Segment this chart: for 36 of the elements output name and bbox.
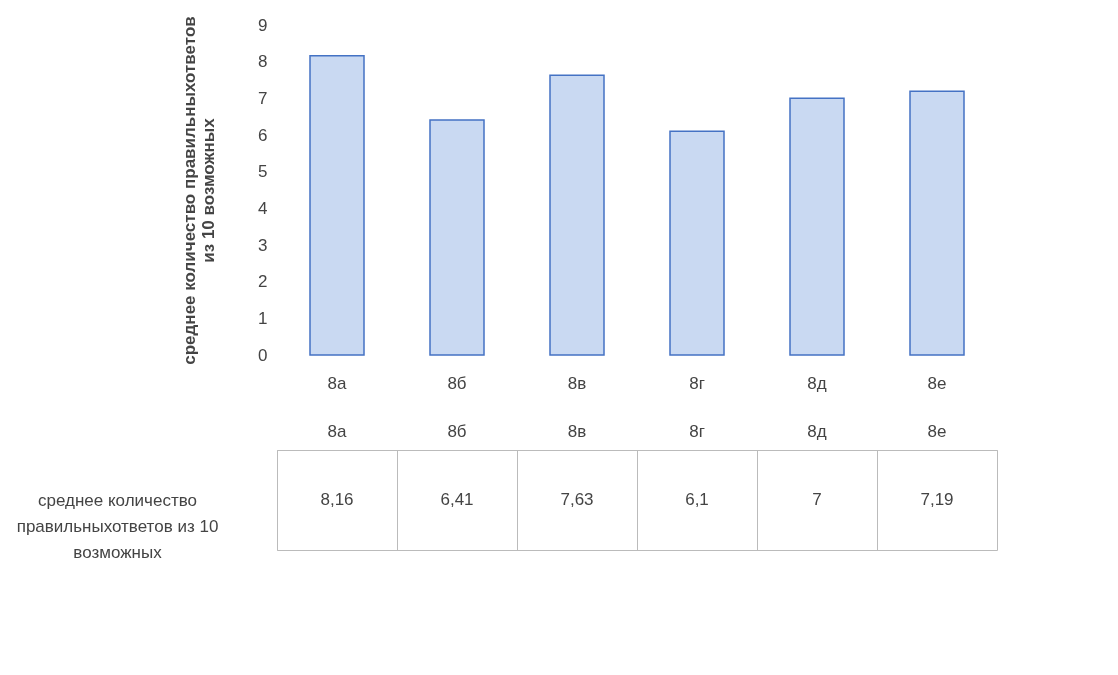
y-tick-label: 4: [258, 198, 268, 218]
category-label: 8е: [927, 421, 947, 441]
y-tick-label: 8: [258, 52, 268, 72]
y-tick-label: 3: [258, 235, 268, 255]
data-label: 6,41: [440, 490, 474, 509]
data-label: 7,19: [920, 490, 954, 509]
y-tick-label: 0: [258, 345, 268, 365]
y-axis-title: среднее количество правильныхответов из 10 возможных: [180, 16, 219, 365]
data-label: 8,16: [320, 490, 354, 509]
x-tick-label: 8г: [689, 373, 705, 393]
bar: [549, 74, 605, 356]
data-label: 7,63: [560, 490, 594, 509]
x-tick-label: 8б: [447, 373, 467, 393]
bar: [309, 55, 365, 356]
category-label: 8г: [689, 421, 705, 441]
x-tick-label: 8е: [927, 373, 947, 393]
x-tick-label: 8а: [327, 373, 347, 393]
bar: [909, 90, 965, 356]
y-tick-label: 5: [258, 162, 268, 182]
bar: [429, 119, 485, 356]
text: среднее количество правильныхответов из 10 возможных: [16, 490, 219, 562]
y-tick-label: 7: [258, 88, 268, 108]
bar: [669, 130, 725, 356]
category-label: 8б: [447, 421, 467, 441]
data-label: 6,1: [685, 490, 709, 509]
data-label: 7: [812, 490, 822, 509]
category-label: 8д: [807, 421, 827, 441]
y-tick-label: 2: [258, 272, 268, 292]
category-label: 8в: [567, 421, 587, 441]
category-label: 8а: [327, 421, 347, 441]
y-tick-label: 6: [258, 125, 268, 145]
x-tick-label: 8в: [567, 373, 587, 393]
y-tick-label: 1: [258, 308, 268, 328]
bar: [789, 97, 845, 356]
y-tick-label: 9: [258, 15, 268, 35]
x-tick-label: 8д: [807, 373, 827, 393]
